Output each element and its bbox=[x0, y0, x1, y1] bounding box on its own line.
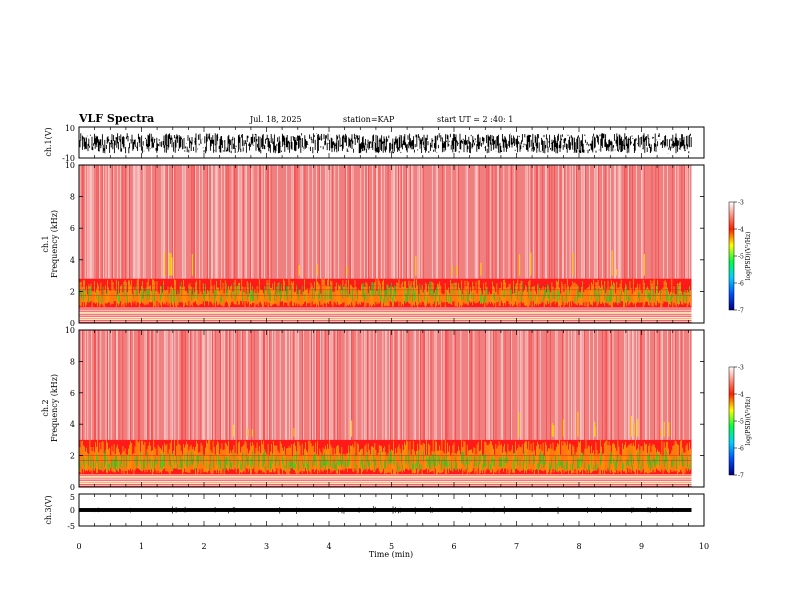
ch1-spec-ylabel-freq: Frequency (kHz) bbox=[50, 210, 59, 278]
spectrogram-light-streaks bbox=[80, 330, 691, 447]
ch3-ytick-top: 5 bbox=[70, 493, 75, 502]
ch2-colorbar-ticks: -3 -4 -5 -6 -7 bbox=[734, 365, 744, 480]
ch1-colorbar-ticks: -3 -4 -5 -6 -7 bbox=[734, 200, 744, 315]
ch1-ytick-bottom: -10 bbox=[62, 154, 75, 163]
time-axis-label: Time (min) bbox=[369, 550, 413, 559]
colorbar-tick-label: -5 bbox=[738, 419, 744, 426]
ch1-ylabel: ch.1(V) bbox=[44, 127, 53, 156]
xtick-label: 0 bbox=[76, 542, 81, 551]
ytick-label: 0 bbox=[70, 483, 75, 492]
ch1-waveform-line bbox=[79, 133, 692, 154]
xtick-label: 4 bbox=[326, 542, 331, 551]
ch1-spectrogram-image bbox=[79, 165, 692, 323]
colorbar-tick-label: -6 bbox=[738, 281, 744, 288]
ytick-label: 6 bbox=[70, 389, 75, 398]
colorbar-tick-label: -6 bbox=[738, 446, 744, 453]
ch3-waveform-band bbox=[79, 508, 692, 512]
ytick-label: 10 bbox=[65, 326, 75, 335]
colorbar-tick-label: -4 bbox=[738, 392, 744, 399]
xtick-label: 3 bbox=[264, 542, 269, 551]
colorbar-tick-label: -3 bbox=[738, 365, 744, 372]
spectrogram-band-red bbox=[79, 278, 692, 308]
xtick-label: 5 bbox=[389, 542, 394, 551]
ch1-spectrogram-yticks: 0 2 4 6 8 10 bbox=[65, 161, 704, 328]
ytick-label: 2 bbox=[70, 452, 75, 461]
spectrogram-band-green bbox=[79, 449, 691, 472]
xtick-label: 8 bbox=[576, 542, 581, 551]
date-label: Jul. 18, 2025 bbox=[250, 115, 302, 124]
ytick-label: 8 bbox=[70, 193, 75, 202]
colorbar-tick-label: -7 bbox=[738, 473, 744, 480]
ch3-ytick-bottom: -5 bbox=[67, 522, 75, 531]
panel-tick-marks bbox=[78, 127, 705, 526]
ch2-colorbar bbox=[728, 366, 735, 476]
ch1-spec-ylabel-channel: ch.1 bbox=[41, 235, 50, 252]
ch2-spec-ylabel-freq: Frequency (kHz) bbox=[50, 374, 59, 442]
time-axis-ticks: 0 1 2 3 4 5 6 7 8 9 10 bbox=[76, 542, 709, 551]
ytick-label: 8 bbox=[70, 357, 75, 366]
ch3-waveform-line bbox=[79, 506, 692, 514]
xtick-label: 6 bbox=[451, 542, 456, 551]
ch3-ylabel: ch.3(V) bbox=[44, 495, 53, 524]
ytick-label: 6 bbox=[70, 224, 75, 233]
ch1-ytick-top: 10 bbox=[65, 124, 75, 133]
spectrogram-light-streaks bbox=[79, 165, 691, 282]
ch1-colorbar-label: log(PSD)(V²/Hz) bbox=[745, 232, 752, 281]
ch1-panel: 10 -10 ch.1(V) bbox=[44, 124, 705, 163]
ch1-colorbar bbox=[728, 201, 735, 311]
ch1-waveform-trace bbox=[79, 133, 692, 154]
spectrogram-red-streaks bbox=[82, 165, 685, 282]
colorbar-tick-label: -7 bbox=[738, 308, 744, 315]
xtick-label: 1 bbox=[139, 542, 144, 551]
colorbar-tick-label: -5 bbox=[738, 254, 744, 261]
xtick-label: 2 bbox=[201, 542, 206, 551]
ytick-label: 4 bbox=[70, 256, 75, 265]
spectrogram-red-streaks bbox=[82, 330, 692, 447]
ytick-label: 0 bbox=[70, 319, 75, 328]
spectrogram-band-red bbox=[79, 439, 692, 475]
chart-title: VLF Spectra bbox=[79, 112, 155, 125]
start-time-label: start UT = 2 :40: 1 bbox=[437, 115, 514, 124]
ytick-label: 2 bbox=[70, 287, 75, 296]
ytick-label: 10 bbox=[65, 161, 75, 170]
ch3-ytick-mid: 0 bbox=[70, 506, 75, 515]
colorbar-tick-label: -4 bbox=[738, 227, 744, 234]
xtick-label: 7 bbox=[514, 542, 519, 551]
station-label: station=KAP bbox=[343, 115, 395, 124]
ch2-colorbar-label: log(PSD)(V²/Hz) bbox=[745, 397, 752, 446]
ch2-spectrogram-yticks: 0 2 4 6 8 10 bbox=[65, 326, 704, 492]
ch2-spec-ylabel-channel: ch.2 bbox=[41, 399, 50, 416]
panel-time-ticks bbox=[78, 127, 705, 526]
ch3-panel: 5 0 -5 ch.3(V) 0 1 2 3 4 5 6 7 8 9 10 Time (min) bbox=[44, 493, 709, 559]
colorbar-tick-label: -3 bbox=[738, 200, 744, 207]
xtick-label: 10 bbox=[699, 542, 709, 551]
ch2-spectrogram-image bbox=[79, 330, 692, 487]
ytick-label: 4 bbox=[70, 420, 75, 429]
xtick-label: 9 bbox=[639, 542, 644, 551]
